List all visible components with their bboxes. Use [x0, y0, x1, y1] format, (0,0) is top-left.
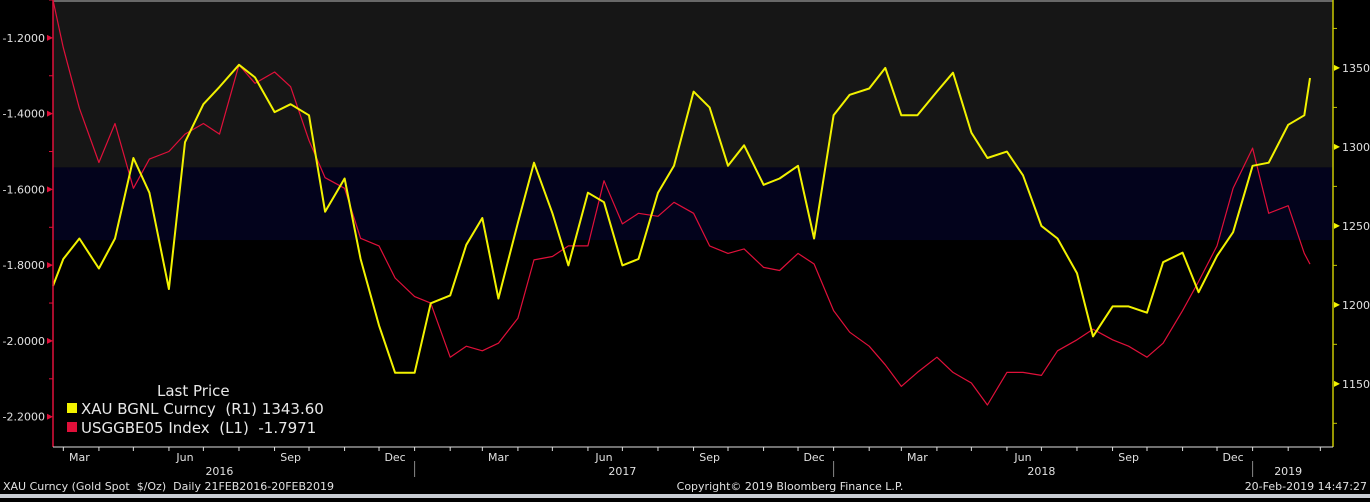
- x-year-label: 2019: [1274, 465, 1302, 478]
- left-axis: -1.2000 -1.4000 -1.6000 -1.8000 -2.0000 -2.20…: [3, 0, 54, 447]
- footer-security-info: XAU Curncy (Gold Spot $/Oz) Daily 21FEB2…: [3, 480, 334, 493]
- x-year-label: 2016: [205, 465, 233, 478]
- footer-copyright: Copyright© 2019 Bloomberg Finance L.P.: [677, 480, 904, 493]
- legend-heading: Last Price: [157, 382, 230, 400]
- x-tick-label: Sep: [699, 451, 720, 464]
- right-tick-marker: [1334, 380, 1340, 387]
- x-tick-label: Jun: [1013, 451, 1031, 464]
- left-tick-marker: [47, 110, 53, 117]
- right-tick-marker: [1334, 143, 1340, 150]
- x-tick-label: Jun: [594, 451, 612, 464]
- right-tick-label: 1350: [1342, 62, 1370, 75]
- plot-bands: [53, 0, 1333, 241]
- right-tick-label: 1300: [1342, 141, 1370, 154]
- right-axis: 1150 1200 1250 1300 1350: [1332, 0, 1370, 447]
- left-tick-marker: [47, 186, 53, 193]
- x-tick-label: Dec: [384, 451, 405, 464]
- x-tick-label: Mar: [907, 451, 928, 464]
- window-bottom-edge: [0, 494, 1370, 498]
- x-year-label: 2017: [608, 465, 636, 478]
- x-tick-label: Mar: [69, 451, 90, 464]
- x-tick-label: Sep: [1118, 451, 1139, 464]
- right-tick-marker: [1334, 222, 1340, 229]
- left-tick-label: -1.4000: [3, 108, 45, 121]
- band-1: [53, 167, 1333, 241]
- gold-price-line: [52, 63, 1311, 374]
- band-0: [53, 0, 1333, 168]
- right-tick-marker: [1334, 64, 1340, 71]
- left-tick-label: -1.8000: [3, 259, 45, 272]
- x-axis: Mar Jun Sep Dec Mar Jun Sep Dec Mar Jun Sep Dec 2016…: [53, 446, 1333, 478]
- x-tick-label: Mar: [488, 451, 509, 464]
- footer-timestamp: 20-Feb-2019 14:47:27: [1245, 480, 1367, 493]
- left-tick-label: -2.2000: [3, 411, 45, 424]
- left-tick-marker: [47, 413, 53, 420]
- legend-entry-breakeven: USGGBE05 Index (L1) -1.7971: [81, 419, 316, 437]
- x-tick-label: Sep: [280, 451, 301, 464]
- left-tick-marker: [47, 34, 53, 41]
- legend-entry-gold: XAU BGNL Curncy (R1) 1343.60: [81, 400, 324, 418]
- x-tick-label: Dec: [803, 451, 824, 464]
- legend-swatch-breakeven: [67, 422, 77, 432]
- right-tick-label: 1250: [1342, 220, 1370, 233]
- right-tick-marker: [1334, 301, 1340, 308]
- legend: Last Price XAU BGNL Curncy (R1) 1343.60 …: [67, 382, 324, 437]
- x-tick-label: Dec: [1222, 451, 1243, 464]
- x-year-label: 2018: [1027, 465, 1055, 478]
- left-tick-marker: [47, 337, 53, 344]
- left-tick-label: -1.6000: [3, 183, 45, 196]
- right-tick-label: 1200: [1342, 299, 1370, 312]
- left-tick-marker: [47, 262, 53, 269]
- right-tick-label: 1150: [1342, 378, 1370, 391]
- x-tick-label: Jun: [175, 451, 193, 464]
- legend-swatch-gold: [67, 403, 77, 413]
- left-tick-label: -1.2000: [3, 32, 45, 45]
- left-tick-label: -2.0000: [3, 335, 45, 348]
- series-group: [52, 0, 1311, 406]
